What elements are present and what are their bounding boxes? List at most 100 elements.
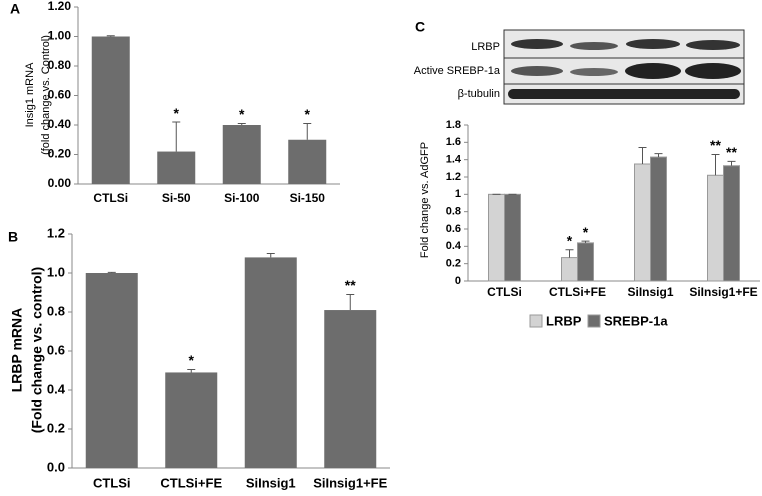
panel: C 0 0.2 0.4 0.6 0.8 1 1.2 1.4 1.6 1.8 Fold change v… (415, 19, 760, 328)
error-bar (711, 153, 720, 176)
significance-mark: ** (710, 137, 721, 153)
significance-mark: ** (726, 144, 737, 160)
band (511, 66, 563, 76)
legend-swatch (587, 314, 601, 328)
bar (288, 139, 327, 184)
y-tick-label: 0.20 (48, 147, 72, 161)
y-tick-label: 0.80 (48, 58, 72, 72)
band (625, 63, 681, 79)
error-bar (107, 271, 116, 273)
bar (165, 372, 218, 468)
y-tick-label: 1.6 (446, 136, 461, 148)
y-tick-label: 0.2 (446, 258, 461, 270)
band (508, 89, 740, 99)
x-tick-label: Si-100 (224, 191, 260, 205)
western-blot (503, 29, 745, 105)
bar (723, 165, 740, 282)
significance-mark: * (583, 224, 589, 240)
y-tick-label: 0 (455, 275, 461, 287)
error-bar (581, 240, 590, 243)
x-tick-label: CTLSi (93, 475, 131, 490)
band (686, 40, 740, 50)
y-tick-label: 1.2 (47, 225, 65, 240)
error-bar (727, 160, 736, 166)
y-tick-label: 1.0 (47, 264, 65, 279)
band (570, 68, 618, 76)
y-tick-label: 1.20 (48, 0, 72, 13)
error-bar (303, 123, 312, 140)
panel-label: A (10, 1, 20, 17)
x-tick-label: SiInsig1 (246, 475, 296, 490)
y-tick-label: 0.8 (446, 206, 461, 218)
error-bar (172, 121, 181, 152)
significance-mark: * (567, 233, 573, 249)
significance-mark: * (174, 105, 180, 121)
significance-mark: ** (345, 277, 356, 293)
bar (577, 242, 594, 282)
y-axis-label: (Fold change vs. control) (29, 267, 45, 433)
error-bar (638, 147, 647, 164)
bar (85, 273, 138, 468)
legend-swatch (529, 314, 543, 328)
error-bar (654, 153, 663, 158)
panel: B 0.0 0.2 0.4 0.6 0.8 1.0 1.2 LRBP mRNA (Fold cha… (8, 225, 390, 490)
error-bar (237, 123, 246, 125)
blot-label: β-tubulin (458, 88, 500, 100)
y-tick-label: 1 (455, 188, 461, 200)
y-tick-label: 0.2 (47, 420, 65, 435)
y-tick-label: 0.8 (47, 303, 65, 318)
y-axis-label: LRBP mRNA (9, 308, 25, 393)
band (570, 42, 618, 50)
y-tick-label: 1.4 (446, 154, 462, 166)
legend-label: SREBP-1a (604, 313, 668, 328)
bar (634, 163, 651, 282)
bar (157, 151, 196, 184)
error-bar (266, 253, 275, 258)
y-tick-label: 0.40 (48, 117, 72, 131)
band (626, 39, 680, 49)
y-tick-label: 1.2 (446, 171, 461, 183)
y-tick-label: 0.4 (47, 381, 66, 396)
y-tick-label: 1.8 (446, 119, 461, 131)
blot-label: Active SREBP-1a (414, 65, 501, 77)
x-tick-label: Si-50 (162, 191, 191, 205)
bar (244, 257, 297, 468)
x-tick-label: CTLSi (487, 285, 522, 299)
error-bar (106, 35, 115, 37)
significance-mark: * (189, 352, 195, 368)
y-tick-label: 0.00 (48, 176, 72, 190)
blot-label: LRBP (471, 41, 500, 53)
y-axis-label: (fold change vs. Control) (40, 35, 52, 155)
panel: A 0.00 0.20 0.40 0.60 0.80 1.00 1.20 Insig1 mRNA… (10, 0, 340, 205)
panel-label: B (8, 229, 18, 245)
x-tick-label: SiInsig1 (627, 285, 673, 299)
x-tick-label: SiInsig1+FE (689, 285, 757, 299)
bar (650, 156, 667, 282)
x-tick-label: CTLSi+FE (160, 475, 222, 490)
y-axis-label: Fold change vs. AdGFP (419, 142, 431, 258)
bar (222, 125, 261, 184)
x-tick-label: SiInsig1+FE (313, 475, 387, 490)
y-tick-label: 0.6 (446, 223, 461, 235)
error-bar (565, 249, 574, 258)
y-tick-label: 0.60 (48, 88, 72, 102)
legend-label: LRBP (546, 313, 582, 328)
bar (504, 193, 521, 282)
band (511, 39, 563, 49)
significance-mark: * (239, 106, 245, 122)
bar (561, 257, 578, 282)
bar (324, 310, 377, 468)
x-tick-label: CTLSi+FE (549, 285, 606, 299)
y-axis-label: Insig1 mRNA (24, 62, 36, 127)
bar (707, 174, 724, 282)
x-tick-label: CTLSi (93, 191, 128, 205)
y-tick-label: 0.4 (446, 240, 462, 252)
significance-mark: * (305, 106, 311, 122)
error-bar (187, 369, 196, 373)
error-bar (346, 293, 355, 311)
x-tick-label: Si-150 (290, 191, 326, 205)
y-tick-label: 1.00 (48, 29, 72, 43)
panel-label: C (415, 19, 425, 35)
band (685, 63, 741, 79)
